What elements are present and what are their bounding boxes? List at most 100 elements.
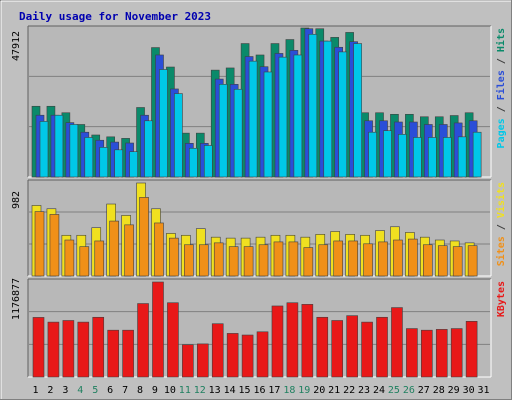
bar-kbytes-kbytes-day-29 — [450, 328, 463, 378]
bar-kbytes-kbytes-day-7 — [122, 329, 134, 378]
x-tick-label-day-24: 24 — [373, 385, 385, 396]
x-tick-label-day-8: 8 — [137, 385, 143, 396]
bar-visits-sites-day-26 — [408, 238, 418, 277]
bar-kbytes-kbytes-day-9 — [152, 281, 164, 378]
x-tick-label-day-17: 17 — [268, 385, 280, 396]
legend-entry: Hits — [495, 28, 507, 52]
bar-kbytes-kbytes-day-27 — [421, 329, 433, 378]
bar-kbytes-kbytes-day-28 — [435, 329, 448, 378]
bar-visits-sites-day-3 — [64, 239, 75, 277]
x-tick-label-day-31: 31 — [478, 385, 490, 396]
bar-kbytes-kbytes-day-12 — [196, 343, 209, 378]
bar-kbytes-kbytes-day-14 — [226, 333, 239, 378]
bar-hits-pages-day-21 — [338, 51, 348, 178]
bar-hits-pages-day-16 — [263, 71, 273, 178]
bar-hits-pages-day-11 — [189, 147, 198, 178]
x-tick-label-day-7: 7 — [122, 385, 128, 396]
legend-entry: / — [496, 52, 507, 70]
x-tick-label-day-1: 1 — [32, 385, 38, 396]
bar-visits-sites-day-9 — [154, 222, 164, 277]
bar-hits-pages-day-25 — [398, 134, 407, 178]
panel-kbytes-max-label: 1176877 — [11, 278, 22, 320]
bar-visits-sites-day-27 — [423, 244, 433, 277]
x-tick-label-day-28: 28 — [433, 385, 445, 396]
bar-visits-sites-day-10 — [169, 237, 179, 277]
bar-hits-pages-day-19 — [308, 33, 318, 178]
bar-hits-pages-day-9 — [159, 69, 168, 178]
bar-visits-sites-day-29 — [452, 246, 463, 277]
legend-entry: Sites — [495, 236, 507, 266]
bar-hits-pages-day-2 — [54, 114, 64, 178]
bar-visits-sites-day-22 — [348, 240, 358, 277]
bar-kbytes-kbytes-day-10 — [167, 302, 179, 378]
bar-kbytes-kbytes-day-3 — [62, 320, 75, 378]
bar-visits-sites-day-25 — [393, 239, 403, 277]
bar-visits-sites-day-14 — [228, 246, 239, 277]
bar-kbytes-kbytes-day-25 — [391, 307, 403, 378]
bar-hits-pages-day-26 — [413, 137, 422, 178]
bar-hits-pages-day-20 — [323, 40, 333, 178]
bar-kbytes-kbytes-day-23 — [361, 321, 373, 378]
bar-hits-pages-day-6 — [114, 149, 123, 178]
x-tick-label-day-30: 30 — [463, 385, 475, 396]
x-tick-label-day-2: 2 — [47, 385, 53, 396]
bar-kbytes-kbytes-day-16 — [256, 331, 269, 378]
x-tick-label-day-12: 12 — [194, 385, 206, 396]
legend-entry: Visits — [495, 182, 507, 218]
bar-hits-pages-day-4 — [84, 137, 94, 178]
bar-visits-sites-day-30 — [467, 245, 478, 277]
bar-kbytes-kbytes-day-30 — [465, 321, 478, 378]
bar-hits-pages-day-29 — [457, 136, 467, 178]
bar-visits-sites-day-17 — [273, 241, 284, 277]
x-tick-label-day-19: 19 — [298, 385, 310, 396]
bar-visits-sites-day-20 — [318, 244, 329, 277]
bar-visits-sites-day-21 — [333, 240, 344, 277]
bar-visits-sites-day-23 — [363, 243, 373, 277]
bar-hits-pages-day-7 — [129, 151, 138, 178]
bar-hits-pages-day-1 — [39, 121, 49, 178]
chart-title: Daily usage for November 2023 — [19, 10, 211, 23]
bar-kbytes-kbytes-day-4 — [77, 321, 90, 378]
x-tick-label-day-6: 6 — [107, 385, 113, 396]
bar-hits-pages-day-3 — [69, 124, 79, 178]
bar-hits-pages-day-10 — [174, 93, 183, 178]
bar-hits-pages-day-23 — [368, 131, 377, 178]
x-tick-label-day-27: 27 — [418, 385, 430, 396]
bar-kbytes-kbytes-day-22 — [346, 315, 358, 378]
bar-visits-sites-day-11 — [184, 244, 194, 277]
x-tick-label-day-26: 26 — [403, 385, 415, 396]
bar-kbytes-kbytes-day-1 — [32, 317, 45, 378]
x-tick-label-day-20: 20 — [313, 385, 325, 396]
panel-visits-max-label: 982 — [11, 191, 22, 209]
legend-entry: / — [496, 100, 507, 118]
bar-visits-sites-day-13 — [213, 242, 224, 277]
bar-visits-sites-day-2 — [49, 214, 60, 277]
bar-hits-pages-day-22 — [353, 43, 362, 178]
x-tick-label-day-5: 5 — [92, 385, 98, 396]
bar-hits-pages-day-14 — [233, 88, 243, 178]
legend-entry: Pages — [496, 118, 507, 148]
bar-kbytes-kbytes-day-5 — [92, 316, 105, 378]
bar-visits-sites-day-6 — [109, 220, 119, 277]
bar-visits-sites-day-7 — [124, 224, 134, 277]
x-tick-label-day-15: 15 — [239, 385, 251, 396]
bar-kbytes-kbytes-day-6 — [107, 329, 119, 378]
x-tick-label-day-3: 3 — [62, 385, 68, 396]
bar-visits-sites-day-5 — [94, 240, 105, 277]
x-tick-label-day-10: 10 — [164, 385, 176, 396]
bar-visits-sites-day-15 — [243, 246, 254, 277]
x-tick-label-day-16: 16 — [253, 385, 265, 396]
legend-entry: / — [496, 218, 507, 236]
bar-hits-pages-day-5 — [99, 147, 109, 178]
bar-kbytes-kbytes-day-8 — [137, 303, 149, 378]
bar-hits-pages-day-30 — [472, 131, 482, 178]
bar-hits-pages-day-8 — [144, 120, 153, 178]
x-tick-label-day-21: 21 — [328, 385, 340, 396]
bar-hits-pages-day-18 — [293, 54, 303, 178]
panel-hits-max-label: 47912 — [11, 31, 22, 61]
bar-hits-pages-day-17 — [278, 56, 288, 178]
bar-visits-sites-day-16 — [258, 244, 269, 277]
bar-visits-sites-day-8 — [139, 197, 149, 277]
